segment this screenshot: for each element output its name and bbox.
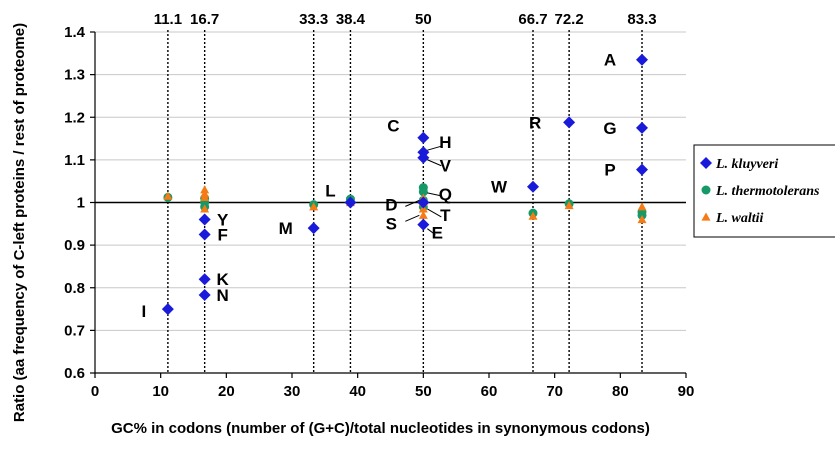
data-point [564, 200, 574, 210]
point-label: R [529, 113, 541, 132]
y-tick-label: 1.1 [64, 152, 85, 169]
point-label: D [385, 195, 397, 214]
reference-line-label: 11.1 [154, 11, 182, 28]
point-label: V [440, 157, 452, 176]
reference-line-label: 38.4 [336, 11, 366, 28]
point-label: Y [217, 211, 229, 230]
point-label: P [604, 161, 615, 180]
data-point [637, 202, 647, 211]
point-label: T [440, 206, 451, 225]
point-label: M [279, 219, 293, 238]
reference-line-label: 16.7 [190, 11, 219, 28]
point-label-leader [427, 208, 442, 218]
x-tick-label: 60 [481, 383, 498, 400]
point-label: A [604, 51, 616, 70]
data-point [200, 185, 210, 194]
point-label-leader [405, 199, 420, 207]
data-point [198, 213, 211, 226]
legend-marker [700, 157, 712, 169]
legend-entry: L. thermotolerans [715, 184, 820, 199]
data-point [344, 196, 357, 209]
point-label-leader [427, 228, 436, 236]
reference-line-label: 72.2 [555, 11, 584, 28]
x-tick-label: 0 [91, 383, 99, 400]
data-point [163, 191, 173, 200]
data-point [563, 116, 576, 129]
y-tick-label: 1.2 [64, 109, 85, 126]
point-label-leader [427, 159, 442, 167]
data-point [417, 196, 430, 209]
data-point [528, 211, 538, 220]
point-label-leader [427, 192, 442, 197]
legend-marker [701, 212, 711, 221]
reference-line-label: 66.7 [518, 11, 547, 28]
data-point [200, 192, 210, 201]
data-point [200, 204, 210, 213]
point-label: K [217, 270, 230, 289]
legend-entry: L. waltii [715, 211, 764, 226]
y-axis-title: Ratio (aa frequency of C-left proteins /… [11, 23, 28, 422]
reference-line-label: 83.3 [627, 11, 656, 28]
data-point [636, 53, 649, 66]
y-tick-label: 0.6 [64, 365, 85, 382]
point-label: G [603, 119, 616, 138]
point-label: L [325, 182, 335, 201]
y-tick-label: 1.4 [64, 24, 86, 41]
legend-box [693, 144, 835, 238]
data-point [198, 273, 211, 286]
data-point [417, 131, 430, 144]
x-tick-label: 20 [218, 383, 235, 400]
legend-marker [701, 185, 711, 195]
data-point [198, 228, 211, 241]
data-point [418, 210, 428, 219]
point-label: C [387, 117, 399, 136]
reference-line-label: 50 [415, 11, 432, 28]
data-point [161, 303, 174, 316]
data-point [418, 187, 428, 197]
x-axis-title: GC% in codons (number of (G+C)/total nuc… [111, 420, 650, 437]
x-tick-label: 50 [415, 383, 432, 400]
point-label: F [217, 225, 227, 244]
x-tick-label: 80 [612, 383, 629, 400]
x-tick-label: 30 [284, 383, 301, 400]
data-point [636, 121, 649, 134]
data-point [417, 151, 430, 164]
point-label: I [142, 302, 147, 321]
point-label: N [217, 286, 229, 305]
reference-line-label: 33.3 [299, 11, 328, 28]
point-label: S [386, 214, 397, 233]
x-tick-label: 90 [678, 383, 695, 400]
series-l--thermotolerans [163, 183, 647, 220]
y-tick-label: 1.3 [64, 67, 85, 84]
data-point [198, 288, 211, 301]
data-point [526, 180, 539, 193]
data-point [309, 202, 319, 211]
point-label: H [439, 133, 451, 152]
y-tick-label: 1 [77, 195, 85, 212]
point-label: E [432, 224, 443, 243]
y-tick-label: 0.9 [64, 237, 85, 254]
y-tick-label: 0.8 [64, 280, 85, 297]
point-label-leader [427, 145, 442, 151]
point-label: Q [439, 185, 452, 204]
x-tick-label: 10 [152, 383, 169, 400]
series-l--kluyveri [161, 53, 649, 316]
data-point [417, 218, 430, 231]
data-point [636, 163, 649, 176]
data-point [637, 215, 647, 224]
y-tick-label: 0.7 [64, 322, 85, 339]
point-label: W [491, 178, 508, 197]
x-tick-label: 40 [349, 383, 366, 400]
point-label-leader [405, 214, 420, 222]
legend-entry: L. kluyveri [715, 157, 778, 172]
data-point [307, 222, 320, 235]
series-l--waltii [163, 185, 647, 224]
x-tick-label: 70 [546, 383, 563, 400]
